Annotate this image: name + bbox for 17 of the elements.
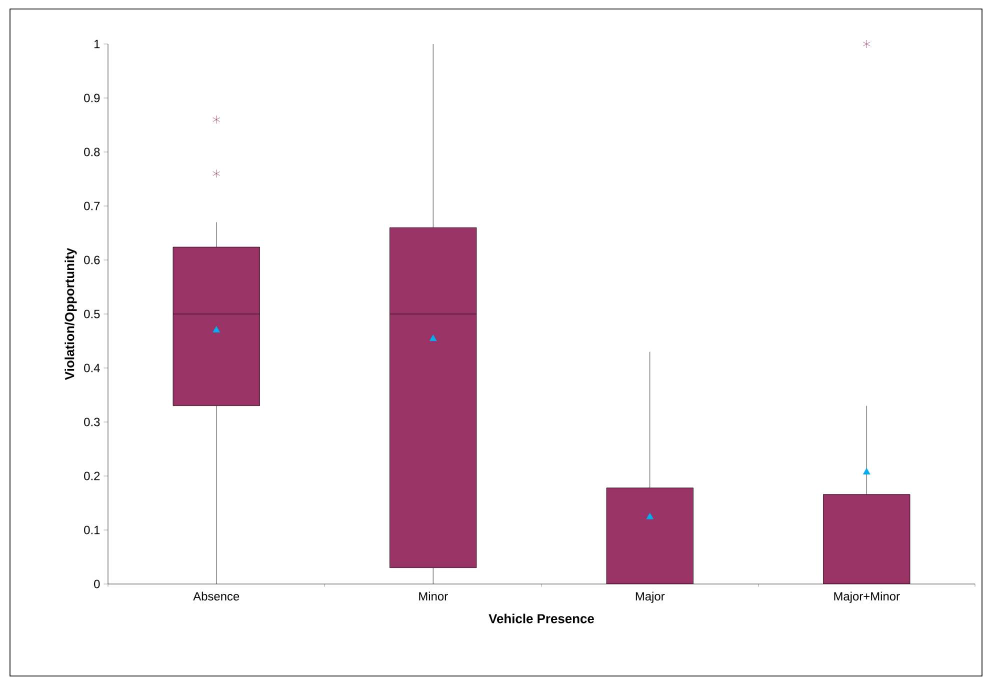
x-tick-label: Major+Minor <box>834 592 900 603</box>
y-tick-label: 0.5 <box>84 310 100 318</box>
y-tick-label: 0.9 <box>84 94 100 102</box>
y-tick-label: 0.6 <box>84 256 100 264</box>
y-tick-label: 0.7 <box>84 202 100 210</box>
x-tick-label: Minor <box>419 592 448 601</box>
y-tick-label: 0.8 <box>84 148 100 156</box>
y-axis-title: Violation/Opportunity <box>64 248 77 380</box>
y-tick-label: 0.3 <box>84 418 100 426</box>
y-tick-label: 0.2 <box>84 472 100 480</box>
y-tick-label: 0 <box>94 580 100 588</box>
y-tick-label: 0.4 <box>84 364 100 372</box>
y-tick-label: 0.1 <box>84 526 100 534</box>
x-tick-label: Absence <box>193 592 240 601</box>
y-tick-label: 1 <box>94 40 100 48</box>
x-tick-label: Major <box>636 592 665 603</box>
x-axis-title: Vehicle Presence <box>488 614 594 624</box>
